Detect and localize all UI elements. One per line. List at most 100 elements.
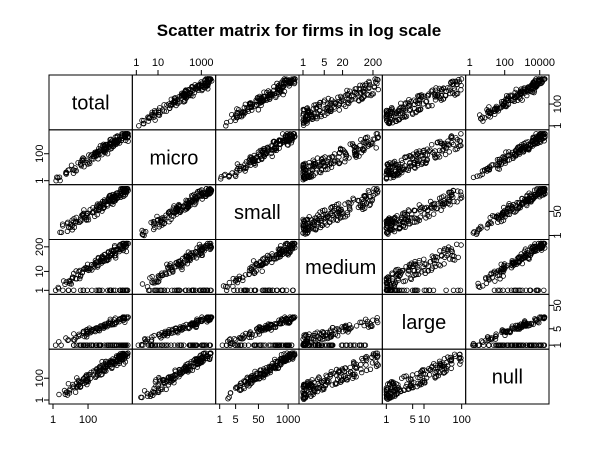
tick-label: 10 [418,414,430,426]
data-point [339,95,345,101]
data-point [80,155,86,161]
data-point [253,97,259,103]
tick-label: 100 [34,369,46,387]
data-point [139,227,145,234]
data-point [303,113,309,120]
data-point [431,211,437,217]
data-point [354,91,360,97]
data-point [205,76,211,82]
data-point [510,208,517,215]
data-point [275,83,281,89]
data-point [538,136,544,143]
data-point [260,96,266,102]
data-point [310,162,316,169]
data-point [493,162,499,168]
data-point [183,95,189,101]
diagonal-label-small: small [234,202,281,224]
data-point [499,210,506,216]
data-point [458,192,464,198]
data-point [441,193,447,199]
data-point [150,218,156,225]
data-point [493,103,500,110]
data-point [503,96,510,102]
data-point [420,101,426,107]
scatter-panel-micro-vs-large [383,131,464,182]
data-point [425,103,431,109]
data-point [514,145,520,152]
data-point [515,149,521,156]
data-point [361,93,367,99]
data-point [300,230,306,236]
data-point [387,107,393,113]
data-point [401,219,407,226]
data-point [52,287,59,293]
data-point [122,134,129,140]
data-point [392,214,398,220]
data-point [350,195,356,201]
data-point [398,157,405,163]
data-point [277,141,283,147]
data-point [388,108,394,115]
tick-label: 5 [321,57,327,69]
data-point [353,151,359,157]
data-point [429,141,435,148]
data-point [112,139,118,145]
data-point [273,145,280,151]
data-point [331,104,337,110]
data-point [329,212,335,218]
data-point [276,86,283,93]
data-point [458,87,464,93]
tick-label: 10000 [524,57,555,69]
data-point [347,88,353,94]
data-point [97,143,104,149]
data-point [536,191,543,197]
data-point [365,141,372,147]
data-point [68,224,74,230]
data-point [445,197,452,203]
data-point [333,99,339,106]
data-point [366,78,372,85]
data-point [195,82,202,89]
data-point [257,153,264,159]
data-point [360,85,366,92]
data-point [88,153,94,159]
data-point [340,214,346,220]
data-point [454,90,461,97]
tick-label: 1 [552,123,564,129]
data-point [427,198,434,205]
data-point [400,166,407,172]
data-point [280,83,286,90]
data-point [355,146,361,152]
data-point [395,170,401,176]
data-point [500,154,506,161]
data-point [322,207,328,213]
data-point [429,102,435,109]
data-point [426,102,432,109]
data-point [507,208,513,214]
data-point [337,160,343,166]
data-point [105,287,111,293]
data-point [149,112,156,118]
data-point [60,287,66,293]
data-point [199,196,205,202]
data-point [432,155,438,161]
data-point [414,160,421,167]
data-point [93,152,100,159]
data-point [327,219,333,225]
data-point [388,226,394,232]
data-point [430,201,437,207]
data-point [336,205,342,212]
data-point [322,97,328,103]
data-point [302,225,309,232]
data-point [84,157,90,163]
data-point [519,88,525,95]
data-point [419,153,425,159]
data-point [323,214,329,221]
data-point [217,176,224,182]
data-point [112,250,118,257]
data-point [53,177,59,184]
data-point [434,93,440,100]
data-point [506,149,512,155]
data-point [283,138,290,144]
